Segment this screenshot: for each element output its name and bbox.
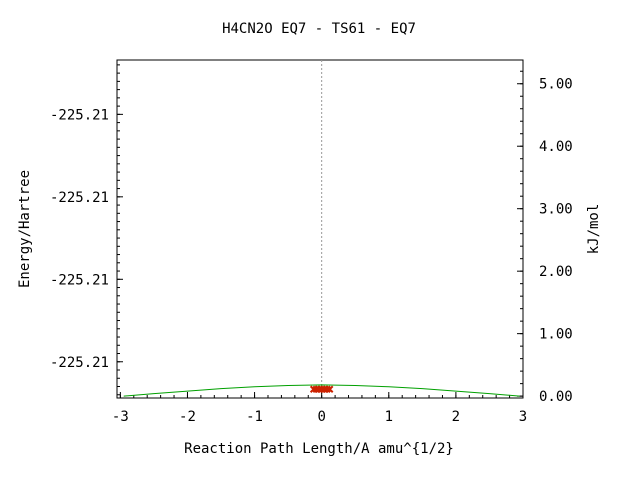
x-tick-label: -3	[112, 409, 129, 425]
y2-tick-label: 2.00	[539, 264, 573, 280]
y2-tick-label: 0.00	[539, 389, 573, 405]
plot-frame	[116, 59, 524, 399]
x-tick-label: -1	[246, 409, 263, 425]
y-tick-label: -225.21	[50, 107, 109, 123]
x-tick-label: 2	[452, 409, 460, 425]
y-tick-label: -225.21	[50, 355, 109, 371]
y2-axis-label: kJ/mol	[586, 204, 602, 255]
y2-tick-label: 4.00	[539, 139, 573, 155]
y-axis-label: Energy/Hartree	[17, 170, 33, 288]
y2-tick-label: 1.00	[539, 327, 573, 343]
x-tick-label: 1	[385, 409, 393, 425]
ts-point	[326, 385, 334, 393]
chart-title: H4CN2O EQ7 - TS61 - EQ7	[222, 21, 416, 37]
x-tick-label: -2	[179, 409, 196, 425]
x-axis-label: Reaction Path Length/A amu^{1/2}	[184, 441, 454, 457]
y-tick-label: -225.21	[50, 190, 109, 206]
y2-tick-label: 5.00	[539, 77, 573, 93]
y2-tick-label: 3.00	[539, 202, 573, 218]
y-tick-label: -225.21	[50, 272, 109, 288]
energy-curve	[123, 384, 520, 397]
x-tick-label: 0	[317, 409, 325, 425]
x-tick-label: 3	[519, 409, 527, 425]
